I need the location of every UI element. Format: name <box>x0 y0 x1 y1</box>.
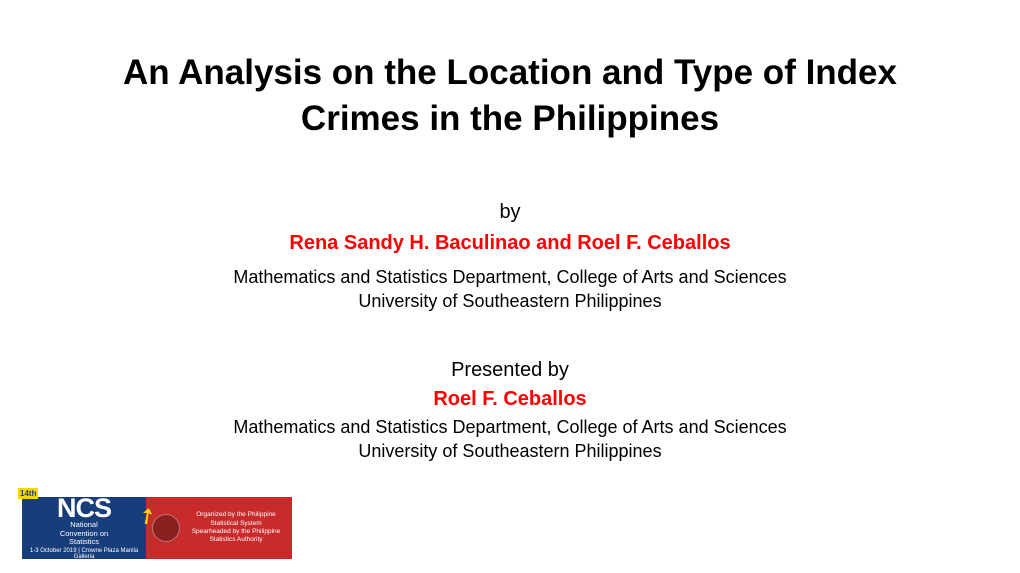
logo-left-panel: 14th NCS National Convention on Statisti… <box>22 497 146 559</box>
slide-title: An Analysis on the Location and Type of … <box>100 50 920 141</box>
author-affiliation: Mathematics and Statistics Department, C… <box>100 265 920 314</box>
by-label: by <box>100 201 920 224</box>
logo-acronym: NCS <box>26 496 142 520</box>
title-slide: An Analysis on the Location and Type of … <box>0 0 1020 573</box>
presenter-affiliation-line2: University of Southeastern Philippines <box>358 441 661 461</box>
ncs-logo: 14th NCS National Convention on Statisti… <box>22 497 292 559</box>
logo-container: 14th NCS National Convention on Statisti… <box>22 497 292 559</box>
affiliation-line1: Mathematics and Statistics Department, C… <box>233 267 786 287</box>
logo-name: National Convention on Statistics <box>26 521 142 546</box>
logo-edition-badge: 14th <box>18 488 38 499</box>
logo-right-panel: Organized by the Philippine Statistical … <box>146 497 292 559</box>
logo-date-venue: 1-3 October 2019 | Crowne Plaza Manila G… <box>26 548 142 560</box>
presented-by-label: Presented by <box>100 359 920 382</box>
affiliation-line2: University of Southeastern Philippines <box>358 291 661 311</box>
presenter-affiliation: Mathematics and Statistics Department, C… <box>100 415 920 464</box>
authors: Rena Sandy H. Baculinao and Roel F. Ceba… <box>100 232 920 255</box>
logo-organizer: Organized by the Philippine Statistical … <box>186 511 286 545</box>
presenter-name: Roel F. Ceballos <box>100 388 920 411</box>
presenter-affiliation-line1: Mathematics and Statistics Department, C… <box>233 417 786 437</box>
